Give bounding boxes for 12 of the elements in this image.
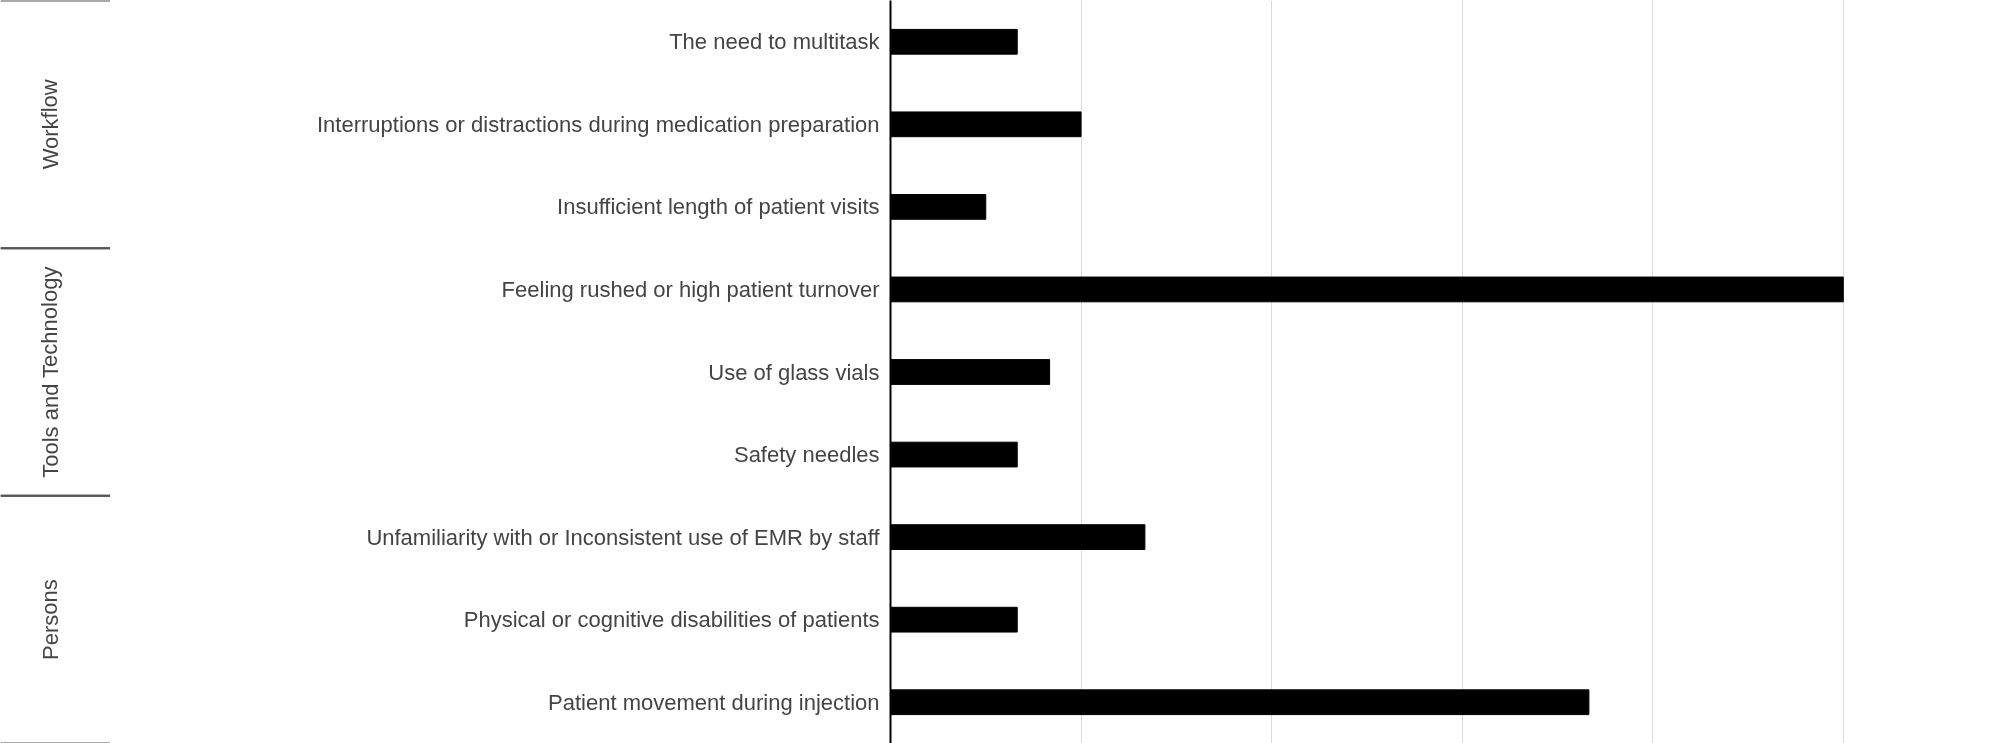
text: Tools and Technology [37, 266, 63, 478]
y-tick-label: Physical or cognitive disabilities of patients [463, 607, 880, 633]
text: Persons [37, 579, 63, 661]
y-tick-label: Feeling rushed or high patient turnover [501, 276, 880, 302]
y-tick-label: Interruptions or distractions during medication preparation [316, 111, 880, 137]
y-tick-label: Use of glass vials [708, 359, 880, 385]
y-tick-label: Safety needles [733, 442, 880, 468]
y-tick-label: Unfamiliarity with or Inconsistent use of EMR by staff [366, 524, 881, 550]
y-tick-label: Insufficient length of patient visits [557, 194, 880, 220]
y-tick-label: The need to multitask [669, 29, 881, 55]
text: Workflow [37, 79, 63, 170]
y-tick-label: Patient movement during injection [548, 689, 880, 715]
